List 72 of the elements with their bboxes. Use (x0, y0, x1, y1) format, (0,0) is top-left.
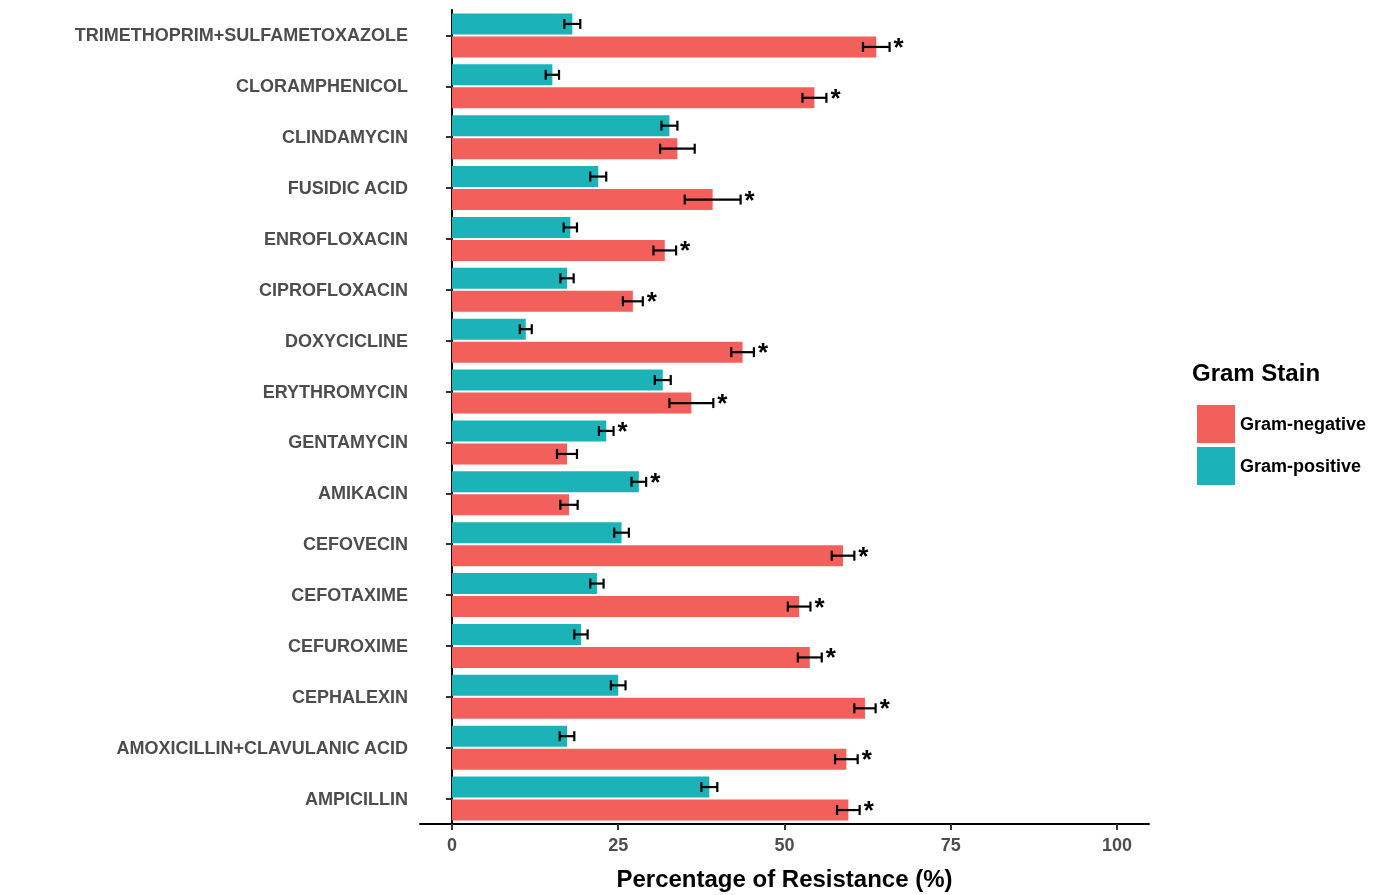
data-label: * (717, 388, 729, 419)
bar (451, 87, 815, 109)
bar (451, 13, 573, 35)
x-tick-label: 100 (1102, 835, 1133, 855)
bar (451, 392, 692, 414)
data-label: * (893, 31, 905, 62)
data-label: * (650, 466, 662, 497)
bar (451, 776, 710, 798)
bar (451, 471, 639, 493)
y-tick-label: CIPROFLOXACIN (258, 279, 408, 300)
data-label: * (879, 693, 891, 724)
data-label: * (757, 337, 769, 368)
bar (451, 674, 619, 696)
y-tick-label: CLINDAMYCIN (282, 127, 408, 148)
bar (451, 799, 849, 821)
x-tick-label: 25 (608, 835, 629, 855)
bar (451, 341, 743, 363)
bar (451, 36, 877, 58)
legend-title: Gram Stain (1192, 358, 1321, 386)
bar (451, 290, 633, 312)
data-label: * (744, 184, 756, 215)
legend-label: Gram-negative (1240, 414, 1367, 434)
bar (451, 725, 567, 747)
bar (451, 216, 571, 238)
bar (451, 166, 599, 188)
data-label: * (680, 235, 692, 266)
y-tick-label: AMIKACIN (318, 483, 408, 504)
data-label: * (646, 286, 658, 317)
bar (451, 420, 607, 442)
legend-label: Gram-positive (1240, 456, 1362, 476)
data-label: * (814, 591, 826, 622)
y-tick-label: ERYTHROMYCIN (262, 381, 408, 402)
x-axis-title: Percentage of Resistance (%) (616, 864, 953, 892)
bar (451, 697, 865, 719)
y-tick-label: CEFUROXIME (287, 635, 408, 656)
bar (451, 443, 567, 465)
y-tick-label: CEFOTAXIME (291, 585, 408, 606)
bar (451, 748, 847, 770)
y-tick-label: CEFOVECIN (302, 534, 408, 555)
y-tick-label: AMOXICILLIN+CLAVULANIC ACID (116, 737, 408, 758)
bar (451, 596, 800, 618)
bar (451, 494, 569, 516)
bar (451, 545, 844, 567)
y-tick-label: FUSIDIC ACID (287, 178, 408, 199)
data-label: * (858, 540, 870, 571)
data-label: * (617, 415, 629, 446)
data-label: * (830, 82, 842, 113)
y-tick-label: DOXYCICLINE (284, 330, 408, 351)
bar (451, 573, 597, 595)
bar (451, 138, 678, 160)
bar (451, 267, 567, 289)
y-tick-label: AMPICILLIN (305, 788, 408, 809)
x-tick-label: 50 (774, 835, 795, 855)
bar (451, 64, 553, 86)
bar (451, 522, 622, 544)
bar (451, 623, 581, 645)
x-tick-label: 0 (446, 835, 457, 855)
data-label: * (863, 795, 875, 826)
y-tick-label: ENROFLOXACIN (264, 228, 408, 249)
bar (451, 189, 713, 211)
bar (451, 646, 810, 668)
bar (451, 318, 526, 340)
y-tick-label: TRIMETHOPRIM+SULFAMETOXAZOLE (74, 25, 408, 46)
y-tick-label: CLORAMPHENICOL (236, 76, 408, 97)
bar (451, 369, 663, 391)
data-label: * (825, 642, 837, 673)
data-label: * (861, 744, 873, 775)
y-tick-label: CEPHALEXIN (291, 686, 408, 707)
bar (451, 115, 670, 137)
y-tick-label: GENTAMYCIN (288, 432, 408, 453)
bar (451, 239, 665, 261)
x-tick-label: 75 (940, 835, 961, 855)
